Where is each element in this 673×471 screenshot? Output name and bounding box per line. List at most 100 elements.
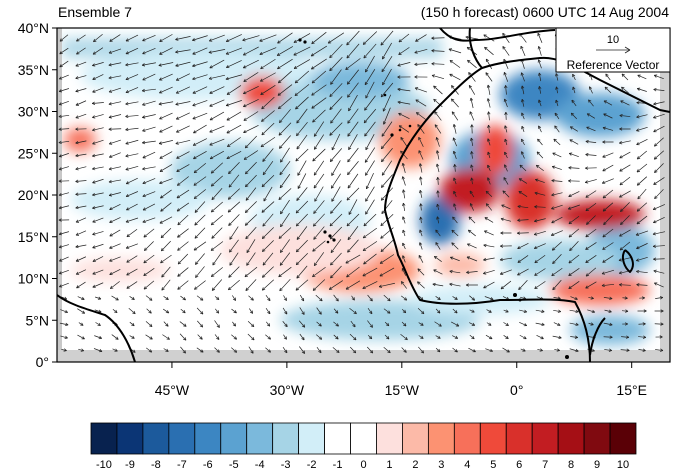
wind-vector	[401, 281, 407, 289]
wind-vector	[78, 322, 84, 326]
wind-vector-head	[518, 178, 521, 182]
wind-vector	[345, 58, 361, 70]
wind-vector-head	[64, 296, 68, 300]
wind-vector-head	[397, 87, 401, 90]
wind-vector-head	[228, 185, 232, 188]
wind-vector-head	[177, 184, 181, 186]
wind-vector-head	[244, 222, 247, 226]
wind-vector-head	[132, 296, 135, 300]
wind-vector	[212, 252, 222, 266]
wind-vector-head	[538, 72, 540, 76]
wind-vector-head	[465, 283, 469, 286]
wind-vector-head	[75, 128, 79, 131]
colorbar-swatch	[298, 422, 325, 455]
wind-vector-head	[228, 198, 232, 200]
wind-vector-head	[209, 129, 212, 133]
wind-vector	[161, 240, 171, 252]
wind-vector-head	[64, 337, 68, 339]
wind-vector-head	[233, 338, 237, 340]
wind-vector-head	[538, 86, 540, 90]
wind-vector-head	[637, 195, 639, 200]
wind-vector-head	[487, 124, 489, 129]
wind-vector-head	[502, 46, 506, 49]
wind-vector-head	[335, 299, 339, 302]
wind-vector	[192, 100, 208, 106]
wind-vector	[433, 269, 443, 275]
wind-vector-head	[418, 136, 422, 140]
wind-vector-head	[653, 257, 657, 260]
wind-vector	[92, 62, 104, 66]
wind-vector	[585, 141, 597, 143]
wind-vector-head	[521, 112, 525, 116]
wind-vector	[332, 347, 340, 353]
wind-vector	[488, 125, 490, 133]
wind-vector-head	[568, 236, 573, 238]
wind-vector	[58, 88, 70, 92]
wind-vector-head	[452, 216, 454, 220]
wind-vector	[502, 32, 510, 44]
wind-vector-head	[75, 219, 79, 223]
wind-vector	[367, 307, 373, 315]
wind-vector-head	[398, 125, 401, 129]
wind-vector-head	[109, 195, 113, 197]
wind-vector-head	[643, 335, 647, 338]
wind-vector-head	[210, 273, 213, 277]
wind-vector	[417, 281, 425, 289]
wind-vector-head	[452, 124, 455, 128]
wind-vector	[214, 320, 220, 328]
lon-tick-label: 45°W	[155, 382, 190, 398]
wind-vector-head	[75, 179, 79, 182]
wind-vector-head	[401, 163, 404, 167]
wind-vector-head	[500, 286, 503, 290]
wind-vector	[419, 242, 423, 250]
wind-vector-head	[58, 140, 62, 143]
wind-vector	[433, 98, 443, 108]
lon-tick-label: 15°W	[385, 382, 420, 398]
wind-vector-head	[245, 224, 249, 226]
wind-vector-head	[636, 271, 640, 274]
wind-vector-head	[363, 56, 367, 59]
wind-vector	[176, 73, 190, 81]
wind-vector	[228, 214, 240, 226]
wind-vector	[449, 60, 461, 68]
wind-vector	[383, 308, 391, 314]
wind-vector-head	[537, 32, 541, 36]
wind-vector-head	[160, 234, 163, 238]
wind-vector	[245, 174, 257, 188]
wind-vector-head	[364, 121, 368, 124]
wind-vector-head	[624, 297, 628, 300]
wind-vector	[92, 217, 104, 223]
colorbar-swatch	[350, 422, 377, 455]
wind-vector	[346, 43, 360, 59]
wind-vector-head	[470, 151, 472, 155]
wind-vector-head	[226, 117, 229, 121]
wind-vector-head	[245, 170, 247, 175]
wind-vector	[538, 59, 542, 69]
wind-vector-head	[297, 186, 301, 189]
wind-vector-head	[175, 37, 179, 40]
wind-vector	[570, 296, 578, 300]
wind-vector	[211, 267, 223, 277]
wind-vector-head	[380, 184, 383, 188]
wind-vector-head	[159, 143, 163, 145]
wind-vector-head	[109, 258, 112, 262]
wind-vector	[469, 111, 475, 121]
wind-vector	[504, 138, 508, 146]
wind-vector-head	[279, 171, 281, 175]
wind-vector	[75, 217, 87, 223]
wind-vector	[145, 321, 153, 327]
wind-vector	[551, 230, 563, 236]
wind-vector-head	[414, 62, 418, 65]
wind-vector-head	[226, 156, 229, 159]
wind-vector	[192, 61, 208, 67]
wind-vector-head	[486, 203, 490, 206]
wind-vector-head	[301, 351, 305, 354]
wind-vector	[504, 164, 508, 172]
wind-vector-head	[568, 166, 572, 168]
wind-vector	[263, 186, 273, 202]
wind-vector	[262, 227, 274, 239]
wind-vector-head	[609, 324, 613, 327]
wind-vector	[142, 203, 156, 211]
wind-vector-head	[277, 66, 280, 69]
wind-vector-head	[125, 51, 129, 55]
